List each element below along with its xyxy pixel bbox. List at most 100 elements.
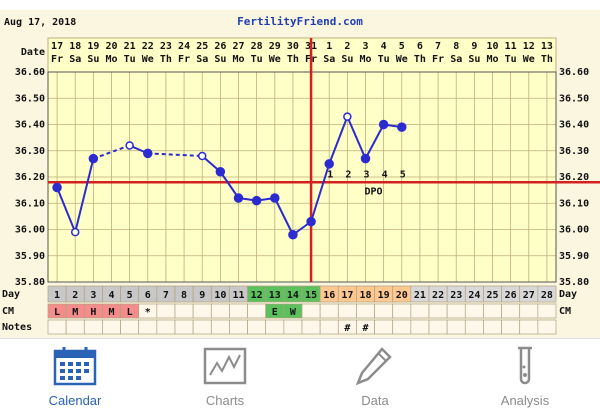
tab-bar: Calendar Charts Data Analysis xyxy=(0,338,600,409)
date-label: 9 xyxy=(471,41,477,52)
cm-label: M xyxy=(108,307,114,318)
temp-point xyxy=(215,167,226,177)
dpo-number: 4 xyxy=(382,169,388,180)
day-label: 13 xyxy=(269,290,281,301)
temp-point xyxy=(343,112,352,121)
cm-cell xyxy=(537,303,557,319)
temp-point xyxy=(88,153,99,164)
tab[interactable]: Analysis xyxy=(450,339,600,409)
cm-label: M xyxy=(72,307,78,318)
weekday-label: Mo xyxy=(105,54,117,65)
day-label: 26 xyxy=(505,290,517,301)
notes-cell xyxy=(501,319,521,335)
date-label: 17 xyxy=(51,41,63,52)
notes-cell xyxy=(410,319,430,335)
day-label: 25 xyxy=(486,290,498,301)
temp-point xyxy=(143,148,153,159)
weekday-label: Su xyxy=(341,54,353,65)
y-tick-label-right: 36.60 xyxy=(559,67,589,78)
analysis-icon xyxy=(518,346,532,385)
notes-cell xyxy=(138,319,158,335)
day-label: 23 xyxy=(450,290,462,301)
tab[interactable]: Calendar xyxy=(0,339,150,409)
temp-segment xyxy=(346,116,367,160)
date-label: 5 xyxy=(399,41,405,52)
weekday-label: Mo xyxy=(486,54,498,65)
cm-cell xyxy=(210,303,230,319)
notes-cell xyxy=(192,319,212,335)
date-label: 18 xyxy=(69,41,81,52)
temp-point xyxy=(233,193,244,203)
date-label: 11 xyxy=(505,41,517,52)
cm-label: E xyxy=(272,307,278,318)
tab[interactable]: Data xyxy=(300,339,450,409)
weekday-label: Tu xyxy=(251,54,263,65)
cm-cell xyxy=(156,303,176,319)
cm-cell xyxy=(464,303,484,319)
notes-cell xyxy=(283,319,303,335)
notes-cell xyxy=(247,319,267,335)
cm-cell xyxy=(301,303,321,319)
cm-cell xyxy=(483,303,502,319)
tab[interactable]: Charts xyxy=(150,339,300,409)
y-tick-label: 36.30 xyxy=(15,146,45,157)
data-icon xyxy=(355,347,392,386)
date-label: 1 xyxy=(326,41,332,52)
cm-label: L xyxy=(127,307,133,318)
day-label: 20 xyxy=(396,290,408,301)
day-label: 19 xyxy=(378,290,390,301)
temp-segment xyxy=(328,116,349,165)
cm-label: W xyxy=(290,307,297,318)
temp-segment xyxy=(219,171,240,199)
weekday-label: Th xyxy=(160,54,172,65)
temp-point xyxy=(251,195,262,206)
y-tick-label: 36.60 xyxy=(15,67,45,78)
notes-cell xyxy=(301,319,321,335)
row-label: Date xyxy=(21,47,45,58)
day-label: 8 xyxy=(181,290,187,301)
site-name: FertilityFriend.com xyxy=(237,15,363,28)
weekday-label: Tu xyxy=(505,54,517,65)
day-label: 4 xyxy=(108,290,114,301)
notes-cell xyxy=(174,319,194,335)
day-label: 3 xyxy=(90,290,96,301)
day-label: 6 xyxy=(145,290,151,301)
cm-cell xyxy=(446,303,466,319)
date-label: 30 xyxy=(287,41,299,52)
day-label: 1 xyxy=(54,290,60,301)
day-label: 17 xyxy=(341,290,353,301)
cm-cell xyxy=(192,303,212,319)
date-label: 6 xyxy=(417,41,423,52)
notes-cell xyxy=(428,319,448,335)
temp-point xyxy=(197,151,207,161)
date-label: 28 xyxy=(251,41,263,52)
row-label-right: CM xyxy=(559,306,571,317)
tab-label: Data xyxy=(361,393,389,408)
y-tick-label-right: 35.90 xyxy=(559,251,589,262)
weekday-label: We xyxy=(269,54,281,65)
row-label: CM xyxy=(2,306,14,317)
date-label: 29 xyxy=(269,41,281,52)
day-label: 14 xyxy=(287,290,299,301)
day-label: 7 xyxy=(163,290,169,301)
temp-point xyxy=(378,119,389,130)
weekday-label: Fr xyxy=(51,54,63,65)
temp-point xyxy=(52,182,62,193)
temp-segment xyxy=(364,124,385,160)
notes-cell xyxy=(519,319,539,335)
day-label: 5 xyxy=(127,290,133,301)
cm-cell xyxy=(229,303,248,319)
day-label: 18 xyxy=(359,290,371,301)
temp-point xyxy=(324,159,334,169)
temp-segment xyxy=(74,158,95,233)
y-tick-label-right: 36.30 xyxy=(559,146,589,157)
weekday-label: Sa xyxy=(69,54,81,65)
temp-segment xyxy=(273,197,294,236)
temp-point xyxy=(360,153,371,164)
notes-cell xyxy=(83,319,103,335)
notes-cell xyxy=(374,319,394,335)
notes-cell xyxy=(47,319,67,335)
y-tick-label: 35.80 xyxy=(15,277,45,288)
y-tick-label: 36.20 xyxy=(15,172,45,183)
dpo-number: 5 xyxy=(400,169,406,180)
